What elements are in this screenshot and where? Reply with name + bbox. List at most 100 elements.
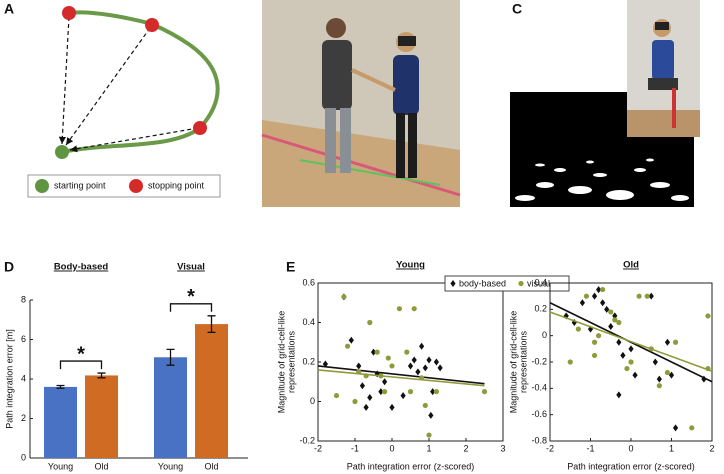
y-tick-label: -0.4 <box>531 383 547 393</box>
y-tick-label: -0.8 <box>531 435 547 445</box>
x-tick-label: 0 <box>389 443 394 453</box>
x-tick-label: -1 <box>586 443 594 453</box>
point <box>591 339 598 345</box>
charts: 0 2 4 6 8 Path integration error [m] Body-base… <box>4 260 714 472</box>
point <box>433 389 439 395</box>
y-axis-label: representations <box>518 330 528 393</box>
point <box>382 378 388 386</box>
group-title: Visual <box>177 262 205 273</box>
point <box>628 345 634 353</box>
x-tick-label: -2 <box>546 443 554 453</box>
point <box>411 306 417 312</box>
point <box>656 383 662 389</box>
x-tick-label: 1 <box>426 443 431 453</box>
point <box>385 355 391 361</box>
photo-c <box>510 0 700 207</box>
y-tick-label: 0.4 <box>534 277 547 287</box>
panel-label: D <box>4 259 14 275</box>
photo-b <box>261 0 461 207</box>
point <box>370 348 377 356</box>
point <box>430 388 436 396</box>
group-title: Body-based <box>54 262 109 273</box>
point <box>374 349 380 355</box>
path-diagram: starting point stopping point <box>27 6 221 198</box>
fit-line <box>317 365 485 385</box>
point <box>596 333 602 339</box>
legend-label: stopping point <box>148 180 205 190</box>
point <box>422 364 428 372</box>
error-bar <box>97 372 106 379</box>
point <box>322 360 328 368</box>
point <box>579 299 585 307</box>
point <box>672 424 679 432</box>
y-tick-label: 0.2 <box>534 304 547 314</box>
point <box>345 343 351 349</box>
point <box>407 362 414 370</box>
point <box>575 326 581 332</box>
legend-label: body-based <box>459 278 506 288</box>
x-tick-label: 1 <box>669 443 674 453</box>
point <box>672 339 679 345</box>
point <box>701 375 707 383</box>
x-axis-label: Path integration error (z-scored) <box>567 461 695 471</box>
point <box>596 286 602 294</box>
point <box>689 425 695 431</box>
x-tick-label: Young <box>48 461 73 471</box>
error-bar <box>207 315 216 334</box>
point <box>422 402 428 409</box>
bar <box>154 357 187 458</box>
chart-title: Old <box>623 260 639 271</box>
legend-marker <box>450 280 456 287</box>
point <box>620 351 626 359</box>
point <box>604 305 610 313</box>
point <box>428 411 434 419</box>
y-tick-label: 4 <box>21 373 26 383</box>
legend-marker <box>518 280 524 287</box>
y-tick-label: -0.2 <box>531 356 547 366</box>
point <box>567 359 573 365</box>
point <box>616 391 622 399</box>
point <box>600 299 606 307</box>
y-tick-label: 0.4 <box>302 317 315 327</box>
point <box>415 368 421 376</box>
point <box>616 338 622 346</box>
point <box>608 309 614 315</box>
point <box>648 292 654 300</box>
fit-line <box>317 369 485 387</box>
bar <box>195 324 228 458</box>
point <box>352 398 358 405</box>
point <box>644 293 650 299</box>
y-tick-label: -0.6 <box>531 409 547 419</box>
point <box>612 317 618 323</box>
legend-label: visual <box>527 278 550 288</box>
point <box>705 313 711 319</box>
point <box>419 342 425 350</box>
point <box>382 389 388 395</box>
y-tick-label: 0 <box>542 330 547 340</box>
point <box>426 432 432 438</box>
panel-label: C <box>512 1 522 17</box>
point <box>333 392 340 399</box>
y-tick-label: 2 <box>21 413 26 423</box>
point <box>632 371 638 379</box>
point <box>411 356 417 364</box>
x-tick-label: 3 <box>500 443 505 453</box>
point <box>426 356 432 364</box>
point <box>363 403 369 411</box>
plot-frame <box>317 282 504 442</box>
y-axis-label: Path integration error [m] <box>4 329 14 429</box>
bar <box>44 386 77 458</box>
point <box>591 352 598 359</box>
point <box>389 403 395 411</box>
point <box>583 293 590 299</box>
legend-label: starting point <box>54 180 106 190</box>
point <box>407 389 414 395</box>
y-tick-label: 0.6 <box>302 277 315 287</box>
y-axis-label: representations <box>286 330 296 393</box>
error-bar <box>166 348 175 366</box>
point <box>396 306 402 312</box>
point <box>668 371 675 379</box>
fit-line <box>549 311 713 372</box>
point <box>389 363 395 369</box>
